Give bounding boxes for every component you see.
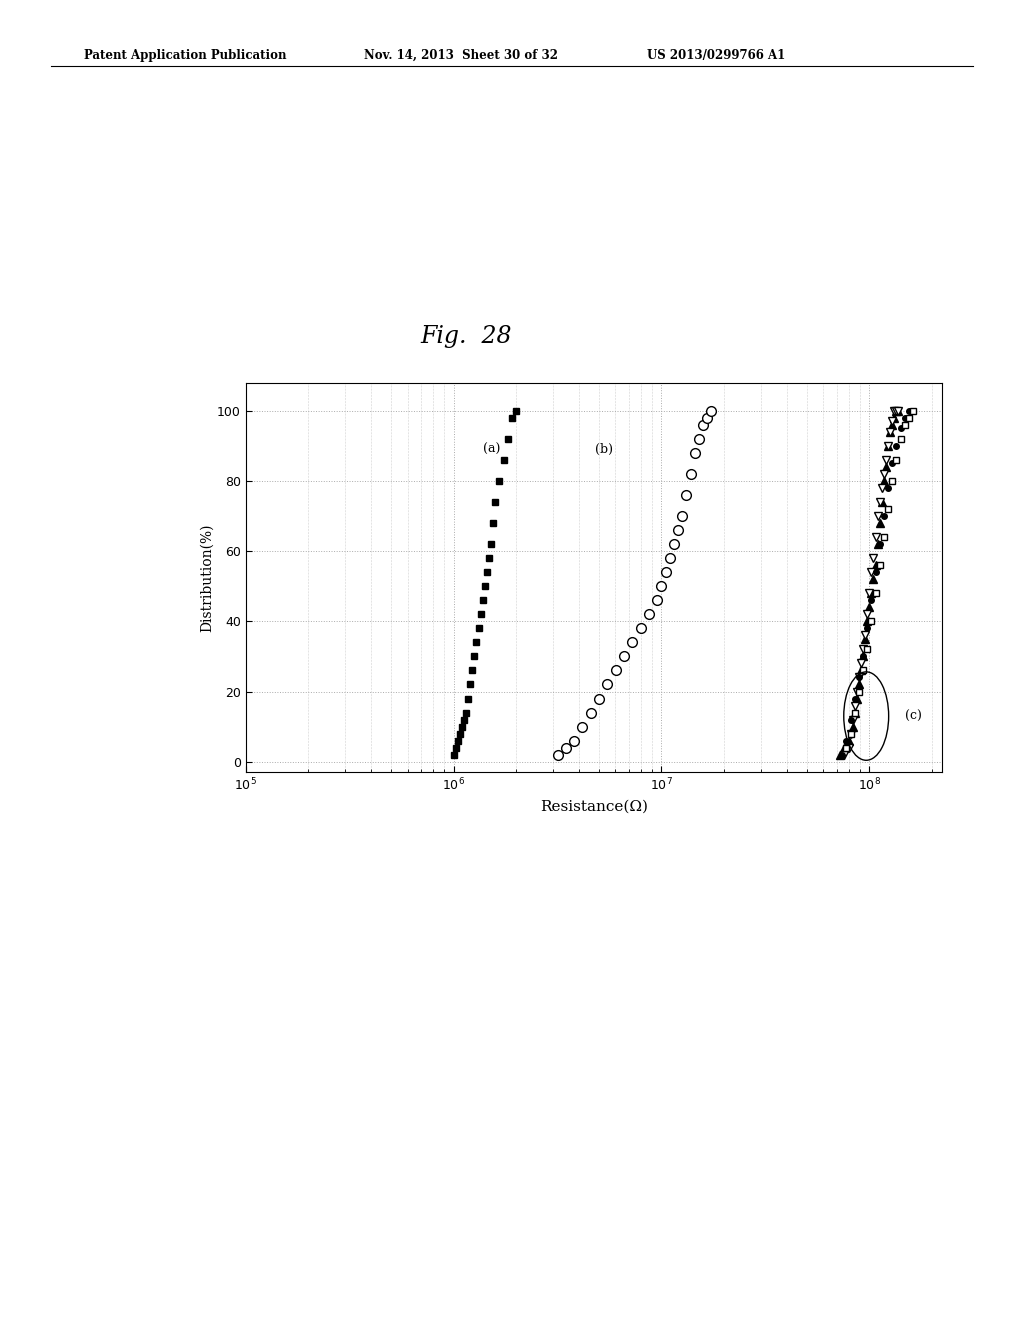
Text: (c): (c) — [904, 710, 922, 722]
Y-axis label: Distribution(%): Distribution(%) — [201, 523, 214, 632]
Text: US 2013/0299766 A1: US 2013/0299766 A1 — [647, 49, 785, 62]
Text: (a): (a) — [482, 444, 500, 455]
Text: Nov. 14, 2013  Sheet 30 of 32: Nov. 14, 2013 Sheet 30 of 32 — [364, 49, 557, 62]
X-axis label: Resistance(Ω): Resistance(Ω) — [540, 799, 648, 813]
Text: Fig.  28: Fig. 28 — [420, 325, 512, 348]
Text: (b): (b) — [595, 444, 613, 455]
Text: Patent Application Publication: Patent Application Publication — [84, 49, 287, 62]
